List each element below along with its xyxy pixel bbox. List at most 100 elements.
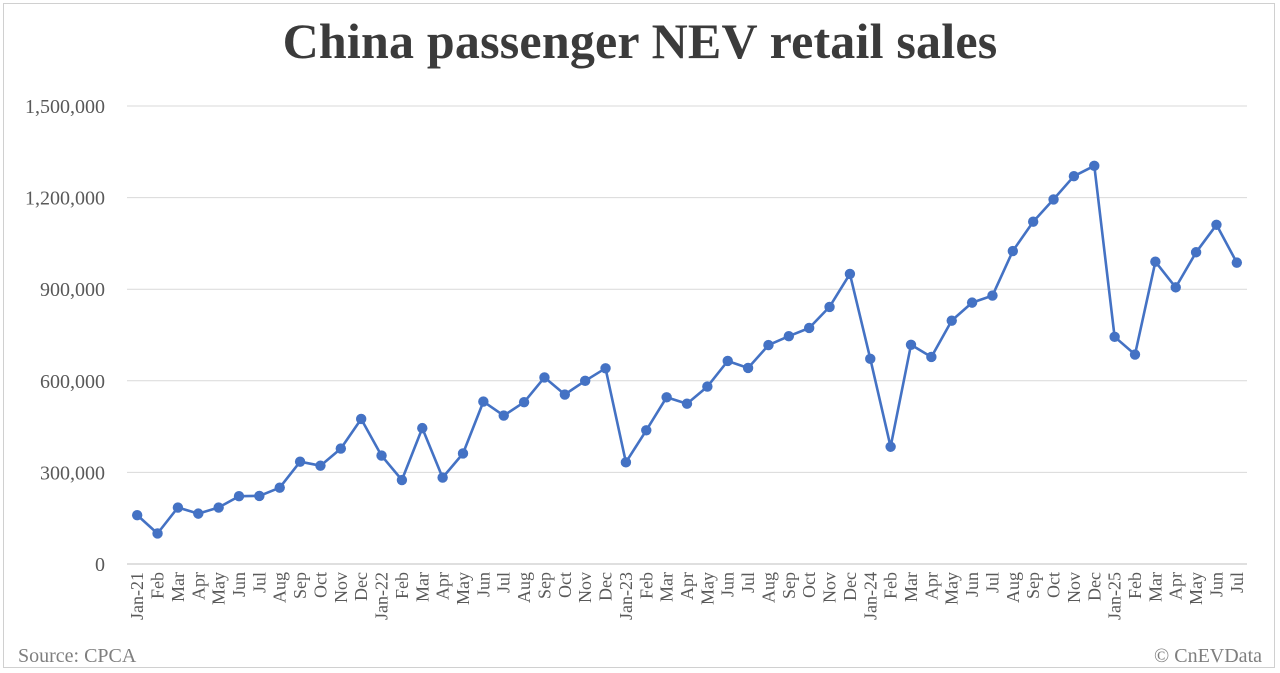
- data-point: [1109, 331, 1120, 343]
- data-point: [763, 339, 774, 351]
- data-point: [946, 315, 957, 326]
- y-tick-label: 300,000: [40, 462, 105, 484]
- x-tick-label: Jan-22: [372, 572, 392, 620]
- copyright-note: © CnEVData: [1154, 645, 1262, 667]
- x-tick-label: Jun: [473, 572, 493, 597]
- data-point: [376, 450, 387, 461]
- x-tick-label: Nov: [575, 572, 595, 603]
- x-tick-label: Sep: [1023, 572, 1043, 599]
- data-point: [417, 422, 428, 434]
- x-tick-label: Aug: [514, 572, 534, 603]
- data-point: [702, 381, 713, 392]
- x-tick-label: Mar: [1145, 572, 1165, 602]
- data-point: [926, 351, 937, 363]
- x-tick-label: Mar: [168, 572, 188, 602]
- data-point: [335, 443, 347, 454]
- data-point: [641, 425, 652, 436]
- data-point: [315, 460, 326, 471]
- data-point: [498, 410, 509, 421]
- data-point: [559, 389, 571, 400]
- x-tick-label: Dec: [351, 572, 371, 601]
- x-tick-label: Feb: [148, 572, 168, 599]
- data-point: [722, 355, 733, 367]
- y-tick-label: 600,000: [40, 371, 105, 393]
- x-tick-label: Apr: [188, 572, 208, 600]
- data-point: [1048, 194, 1059, 205]
- data-point: [396, 474, 408, 486]
- x-tick-label: Jun: [1206, 572, 1226, 597]
- data-point: [193, 508, 204, 519]
- x-tick-label: Apr: [1166, 572, 1186, 600]
- data-point: [172, 502, 184, 513]
- x-tick-label: Aug: [1003, 572, 1023, 603]
- x-tick-label: Jun: [718, 572, 738, 597]
- y-axis-ticks: 0 300,000 600,000 900,000 1,200,000 1,500,000: [25, 96, 105, 576]
- x-tick-label: Jul: [738, 572, 758, 593]
- data-point: [1211, 219, 1222, 230]
- x-tick-label: May: [1186, 572, 1206, 605]
- data-point: [987, 290, 998, 301]
- x-tick-label: Nov: [331, 572, 351, 603]
- x-tick-label: Oct: [555, 572, 575, 598]
- chart-title: China passenger NEV retail sales: [282, 13, 998, 69]
- x-tick-label: May: [453, 572, 473, 605]
- x-tick-label: May: [209, 572, 229, 605]
- x-tick-label: Jan-24: [860, 572, 880, 620]
- x-tick-label: Dec: [840, 572, 860, 601]
- data-point: [600, 363, 611, 374]
- data-point: [1129, 349, 1141, 360]
- data-point: [1027, 216, 1039, 227]
- x-tick-label: Nov: [820, 572, 840, 603]
- data-point: [274, 482, 285, 493]
- x-tick-label: Apr: [677, 572, 697, 600]
- x-tick-label: Mar: [901, 572, 921, 602]
- x-tick-label: Feb: [881, 572, 901, 599]
- x-tick-label: Sep: [290, 572, 310, 599]
- data-point: [885, 441, 896, 452]
- data-point: [213, 502, 224, 513]
- x-tick-label: Sep: [779, 572, 799, 599]
- x-tick-label: Feb: [1125, 572, 1145, 599]
- data-point: [355, 413, 367, 425]
- series-layer: [131, 160, 1243, 539]
- x-tick-label: Aug: [270, 572, 290, 603]
- data-point: [1170, 282, 1181, 293]
- data-point: [518, 396, 530, 408]
- data-point: [742, 362, 754, 374]
- x-tick-label: Oct: [310, 572, 330, 598]
- data-point: [1150, 256, 1161, 267]
- y-tick-label: 1,200,000: [25, 188, 105, 210]
- data-point: [1068, 171, 1080, 182]
- y-tick-label: 0: [95, 554, 105, 576]
- x-tick-label: Jul: [249, 572, 269, 593]
- data-point: [905, 339, 917, 350]
- data-point: [539, 372, 550, 383]
- data-point: [783, 331, 795, 342]
- x-tick-label: May: [942, 572, 962, 605]
- x-tick-label: Dec: [1084, 572, 1104, 601]
- data-point: [661, 392, 672, 403]
- x-tick-label: Jul: [494, 572, 514, 593]
- x-tick-label: Feb: [392, 572, 412, 599]
- chart-frame: [3, 3, 1275, 668]
- data-point: [152, 528, 163, 539]
- x-tick-label: Mar: [412, 572, 432, 602]
- gridlines: [127, 105, 1247, 565]
- source-note: Source: CPCA: [18, 645, 137, 667]
- data-point: [294, 456, 306, 467]
- data-point: [254, 490, 265, 502]
- data-point: [233, 491, 245, 502]
- x-tick-label: Sep: [534, 572, 554, 599]
- x-tick-label: Jun: [962, 572, 982, 597]
- x-tick-label: Jan-23: [616, 572, 636, 620]
- data-point: [681, 398, 693, 409]
- data-point: [966, 297, 978, 308]
- data-point: [457, 448, 469, 459]
- x-tick-label: Feb: [636, 572, 656, 599]
- x-axis-ticks: Jan-21 Feb Mar Apr May Jun Jul Aug Sep Oct Nov Dec J…: [127, 572, 1247, 620]
- x-tick-label: Apr: [433, 572, 453, 600]
- data-point: [1007, 245, 1019, 257]
- data-point: [1231, 257, 1243, 268]
- x-tick-label: Dec: [596, 572, 616, 601]
- x-tick-label: Apr: [921, 572, 941, 600]
